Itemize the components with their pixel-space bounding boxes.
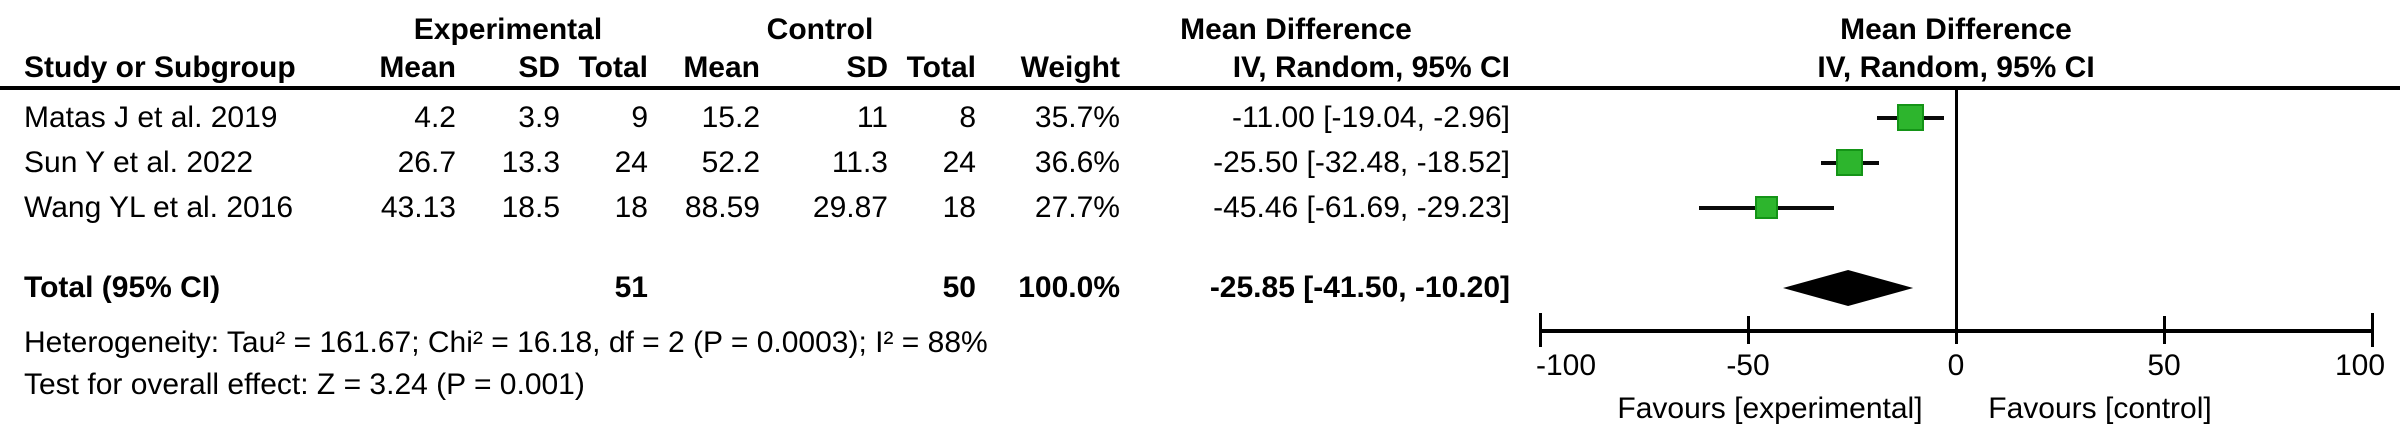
study-row: Wang YL et al. 2016 43.13 18.5 18 88.59 29.87… (0, 185, 2400, 230)
ctl-total-cell: 8 (959, 101, 976, 134)
total-weight: 100.0% (1018, 271, 1120, 304)
ctl-total-cell: 24 (942, 146, 976, 179)
ctl-sd-cell: 11 (856, 101, 888, 134)
total-ci-text: -25.85 [-41.50, -10.20] (1209, 271, 1510, 304)
column-header-ci-plot: IV, Random, 95% CI (1817, 51, 2095, 84)
study-name-cell: Sun Y et al. 2022 (24, 146, 254, 179)
study-row: Sun Y et al. 2022 26.7 13.3 24 52.2 11.3 24 36.… (0, 140, 2400, 185)
group-header-control: Control (766, 13, 874, 46)
axis-tick-label: -100 (1535, 349, 1597, 382)
ctl-sd-cell: 29.87 (812, 191, 888, 224)
exp-mean-cell: 26.7 (397, 146, 456, 179)
favours-left-label: Favours [experimental] (1617, 392, 1923, 425)
heterogeneity-text: Heterogeneity: Tau² = 161.67; Chi² = 16.… (24, 326, 988, 359)
total-exp-total: 51 (614, 271, 648, 304)
effect-square (1836, 149, 1864, 176)
overall-effect-text: Test for overall effect: Z = 3.24 (P = 0… (24, 368, 585, 401)
exp-total-cell: 9 (631, 101, 648, 134)
study-row: Matas J et al. 2019 4.2 3.9 9 15.2 11 8 35.7% -1… (0, 95, 2400, 140)
ctl-mean-cell: 15.2 (701, 101, 760, 134)
total-ctl-total: 50 (942, 271, 976, 304)
column-header-exp-mean: Mean (379, 51, 456, 84)
ctl-sd-cell: 11.3 (831, 146, 888, 179)
zero-line (1955, 90, 1958, 333)
column-header-weight: Weight (1020, 51, 1120, 84)
ctl-total-cell: 18 (942, 191, 976, 224)
axis-tick (2370, 313, 2374, 347)
exp-mean-cell: 4.2 (414, 101, 456, 134)
column-header-study: Study or Subgroup (24, 51, 296, 84)
weight-cell: 27.7% (1034, 191, 1120, 224)
ci-text-cell: -11.00 [-19.04, -2.96] (1232, 101, 1510, 134)
favours-right-label: Favours [control] (1988, 392, 2212, 425)
column-header-exp-sd: SD (518, 51, 560, 84)
effect-square (1896, 104, 1924, 131)
axis-tick (1746, 316, 1750, 344)
weight-cell: 36.6% (1034, 146, 1120, 179)
ctl-mean-cell: 52.2 (701, 146, 760, 179)
axis-tick-label: 50 (2147, 349, 2181, 382)
column-header-exp-total: Total (578, 51, 648, 84)
ci-text-cell: -25.50 [-32.48, -18.52] (1213, 146, 1510, 179)
effect-square (1755, 196, 1779, 219)
study-name-cell: Wang YL et al. 2016 (24, 191, 294, 224)
axis-tick (2162, 316, 2166, 344)
axis-tick-label: 0 (1947, 349, 1965, 382)
column-header-ctl-total: Total (906, 51, 976, 84)
total-label: Total (95% CI) (24, 271, 221, 304)
overall-diamond (1783, 269, 1914, 306)
header-rule (0, 86, 2400, 90)
column-header-ctl-mean: Mean (683, 51, 760, 84)
ci-text-cell: -45.46 [-61.69, -29.23] (1213, 191, 1510, 224)
ctl-mean-cell: 88.59 (684, 191, 760, 224)
column-header-ctl-sd: SD (846, 51, 888, 84)
exp-sd-cell: 3.9 (518, 101, 560, 134)
axis-tick (1538, 313, 1542, 347)
group-header-mean-difference-plot: Mean Difference (1840, 13, 2072, 46)
exp-total-cell: 18 (614, 191, 648, 224)
exp-sd-cell: 18.5 (501, 191, 560, 224)
weight-cell: 35.7% (1034, 101, 1120, 134)
axis-tick (1954, 316, 1958, 344)
total-row: Total (95% CI) 51 50 100.0% -25.85 [-41.… (0, 265, 2400, 310)
exp-sd-cell: 13.3 (501, 146, 560, 179)
study-name-cell: Matas J et al. 2019 (24, 101, 278, 134)
group-header-experimental: Experimental (413, 13, 603, 46)
exp-total-cell: 24 (614, 146, 648, 179)
exp-mean-cell: 43.13 (380, 191, 456, 224)
column-header-ci: IV, Random, 95% CI (1232, 51, 1510, 84)
axis-tick-label: -50 (1726, 349, 1770, 382)
group-header-mean-difference-table: Mean Difference (1180, 13, 1412, 46)
axis-tick-label: 100 (2334, 349, 2386, 382)
